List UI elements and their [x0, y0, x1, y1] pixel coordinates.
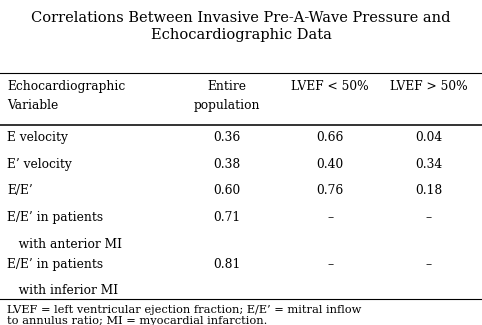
Text: –: –: [426, 211, 432, 224]
Text: LVEF = left ventricular ejection fraction; E/E’ = mitral inflow
to annulus ratio: LVEF = left ventricular ejection fractio…: [7, 305, 362, 325]
Text: 0.36: 0.36: [213, 131, 240, 144]
Text: E/E’ in patients: E/E’ in patients: [7, 211, 103, 224]
Text: E’ velocity: E’ velocity: [7, 158, 72, 171]
Text: E velocity: E velocity: [7, 131, 68, 144]
Text: 0.40: 0.40: [317, 158, 344, 171]
Text: Variable: Variable: [7, 99, 58, 112]
Text: 0.34: 0.34: [415, 158, 442, 171]
Text: 0.66: 0.66: [317, 131, 344, 144]
Text: LVEF > 50%: LVEF > 50%: [390, 80, 468, 93]
Text: 0.18: 0.18: [415, 184, 442, 197]
Text: Echocardiographic: Echocardiographic: [7, 80, 125, 93]
Text: Entire: Entire: [207, 80, 246, 93]
Text: Correlations Between Invasive Pre-A-Wave Pressure and
Echocardiographic Data: Correlations Between Invasive Pre-A-Wave…: [31, 11, 451, 42]
Text: 0.81: 0.81: [213, 258, 240, 271]
Text: –: –: [426, 258, 432, 271]
Text: 0.04: 0.04: [415, 131, 442, 144]
Text: with anterior MI: with anterior MI: [7, 238, 122, 251]
Text: E/E’: E/E’: [7, 184, 33, 197]
Text: 0.76: 0.76: [317, 184, 344, 197]
Text: with inferior MI: with inferior MI: [7, 284, 119, 297]
Text: –: –: [327, 258, 333, 271]
Text: 0.38: 0.38: [213, 158, 240, 171]
Text: –: –: [327, 211, 333, 224]
Text: E/E’ in patients: E/E’ in patients: [7, 258, 103, 271]
Text: LVEF < 50%: LVEF < 50%: [291, 80, 369, 93]
Text: 0.71: 0.71: [213, 211, 240, 224]
Text: population: population: [193, 99, 260, 112]
Text: 0.60: 0.60: [213, 184, 240, 197]
